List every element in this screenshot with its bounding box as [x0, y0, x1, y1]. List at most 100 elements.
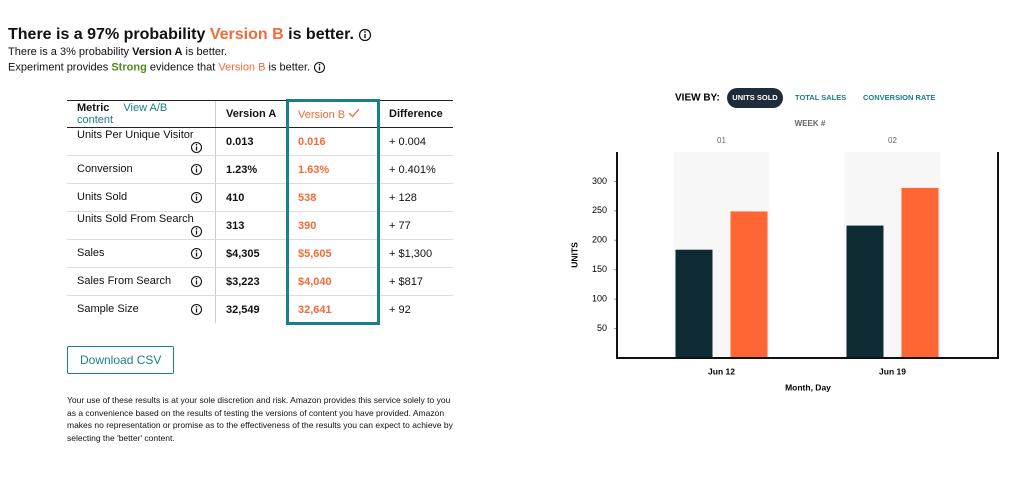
table-cell: 390 — [288, 211, 379, 240]
bar — [675, 249, 713, 358]
header-cell: Metric View A/B content — [67, 100, 216, 128]
metric-value: $3,223 — [226, 275, 260, 288]
metric-value: 1.23% — [226, 163, 258, 176]
y-axis-title: UNITS — [569, 242, 579, 268]
table-cell: $5,605 — [288, 239, 379, 268]
metric-value: + 77 — [389, 219, 411, 232]
bar — [901, 187, 939, 358]
y-tick-label: 300 — [592, 176, 607, 186]
table-cell: $3,223 — [215, 267, 288, 296]
info-icon[interactable] — [190, 247, 203, 260]
table-cell: + 77 — [379, 211, 453, 240]
info-icon[interactable] — [313, 61, 326, 74]
view-option[interactable]: TOTAL SALES — [795, 93, 846, 102]
metric-value: $5,605 — [298, 247, 332, 260]
headline: There is a 97% probability Version B is … — [8, 26, 372, 44]
table-cell: 0.016 — [288, 127, 379, 156]
metric-name: Sample Size — [77, 303, 139, 315]
info-icon[interactable] — [190, 275, 203, 288]
y-tick-label: 250 — [592, 205, 607, 215]
metric-name: Units Sold — [77, 191, 128, 203]
table-cell: + 0.401% — [379, 155, 453, 184]
version-name: Version A — [132, 46, 183, 58]
metric-value: + 92 — [389, 303, 411, 316]
table-cell: + 128 — [379, 183, 453, 212]
table-row: Sample Size 32,549 32,641 + 92 — [67, 295, 453, 324]
y-tick-label: 150 — [592, 264, 607, 274]
metric-value: + $1,300 — [389, 247, 433, 260]
metric-value: 32,549 — [226, 303, 260, 316]
table-cell: 1.63% — [288, 155, 379, 184]
table-row: Conversion 1.23% 1.63% + 0.401% — [67, 155, 453, 184]
table-cell: 0.013 — [215, 127, 288, 156]
table-cell: Units Sold — [67, 183, 216, 212]
info-icon[interactable] — [358, 28, 372, 42]
table-cell: 32,549 — [215, 295, 288, 323]
y-tick-label: 200 — [592, 235, 607, 245]
table-cell: 538 — [288, 183, 379, 212]
metric-value: 538 — [298, 191, 317, 204]
chart: VIEW BY: UNITS SOLD TOTAL SALES CONVERSI… — [569, 88, 999, 392]
metric-value: 410 — [226, 191, 245, 204]
table-cell: $4,040 — [288, 267, 379, 296]
results-table: Metric View A/B content Version A Version… — [67, 100, 453, 323]
header: Version B — [298, 108, 346, 121]
header: Version A — [215, 100, 288, 128]
info-icon[interactable] — [190, 303, 203, 316]
active-option-bg — [727, 88, 783, 108]
metric-value: $4,040 — [298, 275, 332, 288]
metric-value: + 128 — [389, 191, 417, 204]
table-cell: + $817 — [379, 267, 453, 296]
y-tick-label: 100 — [592, 294, 607, 304]
view-content-link[interactable]: View A/B content — [77, 102, 168, 126]
table-cell: Units Sold From Search — [67, 211, 216, 240]
metric-value: + 0.004 — [389, 135, 427, 148]
info-icon[interactable] — [190, 141, 203, 154]
week-title: WEEK # — [795, 119, 826, 128]
metric-name: Sales From Search — [77, 275, 172, 287]
metric-name: Conversion — [77, 163, 133, 175]
headline-text: There is a 97% probability — [8, 26, 206, 43]
info-icon[interactable] — [190, 163, 203, 176]
table-cell: Sample Size — [67, 296, 216, 324]
winner-highlight — [286, 99, 380, 325]
metric-value: 0.013 — [226, 135, 254, 148]
week-label: 01 — [717, 136, 726, 145]
header-cell: Version B — [288, 100, 379, 128]
text: evidence that — [149, 61, 216, 74]
header: Difference — [379, 100, 453, 128]
text: is better. — [268, 61, 311, 74]
table-cell: 410 — [215, 183, 288, 212]
table-cell: Units Per Unique Visitor — [67, 127, 216, 156]
x-tick-label: Jun 12 — [708, 366, 735, 376]
info-icon[interactable] — [190, 225, 203, 238]
table-cell: + 0.004 — [379, 127, 453, 156]
table-row: Units Per Unique Visitor 0.013 0.016 + 0.00… — [67, 127, 453, 156]
axis-frame — [616, 152, 999, 359]
text: There is a 3% probability — [8, 46, 130, 58]
view-option[interactable]: UNITS SOLD — [732, 93, 778, 102]
table-row: Units Sold From Search 313 390 + 77 — [67, 211, 453, 240]
table-cell: + $1,300 — [379, 239, 453, 268]
download-button[interactable]: Download CSV — [67, 346, 175, 374]
metric-value: 390 — [298, 219, 317, 232]
table-cell: 313 — [215, 211, 288, 240]
metric-name: Units Per Unique Visitor — [77, 129, 194, 141]
metric-value: 313 — [226, 219, 245, 232]
table-row: Units Sold 410 538 + 128 — [67, 183, 453, 212]
view-by-label: VIEW BY: — [675, 93, 720, 104]
table-cell: 32,641 — [288, 296, 379, 324]
check-icon — [348, 108, 360, 117]
info-icon[interactable] — [190, 191, 203, 204]
y-tick-label: 50 — [597, 323, 607, 333]
subline: There is a 3% probability Version A is b… — [8, 46, 227, 58]
x-axis-title: Month, Day — [785, 382, 831, 392]
table-cell: + 92 — [379, 296, 453, 324]
bar — [730, 211, 768, 358]
evidence-line: Experiment provides Strong evidence that… — [8, 61, 326, 74]
view-option[interactable]: CONVERSION RATE — [863, 93, 935, 102]
table-cell: 1.23% — [215, 155, 288, 184]
table-cell: Sales — [67, 239, 216, 268]
metric-value: + 0.401% — [389, 163, 436, 176]
